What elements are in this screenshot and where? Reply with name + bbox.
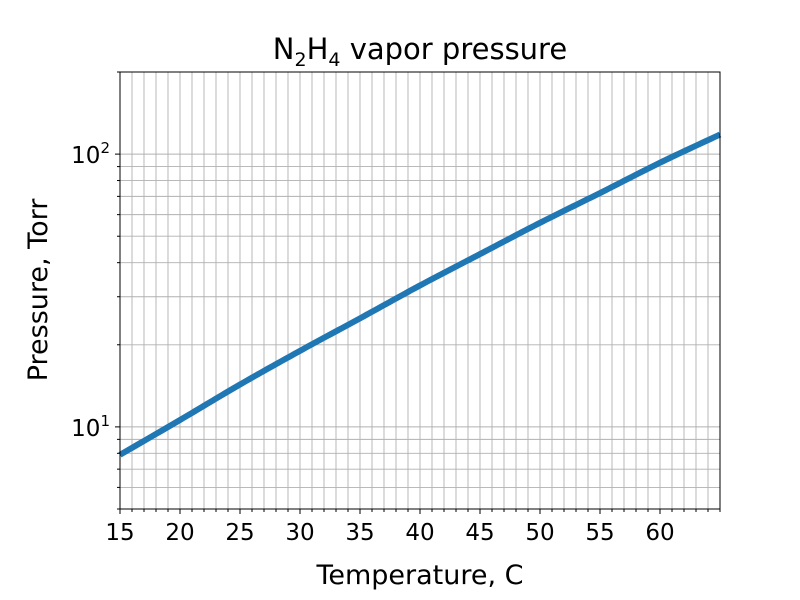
x-tick-label: 45 — [465, 520, 494, 546]
x-tick-label: 25 — [225, 520, 254, 546]
x-tick-label: 15 — [105, 520, 134, 546]
x-tick-label: 40 — [405, 520, 434, 546]
x-tick-label: 20 — [165, 520, 194, 546]
x-tick-label: 50 — [525, 520, 554, 546]
x-tick-label: 55 — [585, 520, 614, 546]
ticks: 15 20 25 30 35 40 45 50 55 60 101 102 — [71, 71, 721, 546]
y-tick-label: 102 — [71, 139, 110, 169]
x-axis-label: Temperature, C — [315, 560, 523, 591]
y-axis-label: Pressure, Torr — [23, 198, 54, 382]
x-tick-label: 35 — [345, 520, 374, 546]
grid — [119, 71, 721, 510]
chart-title: N2H4 vapor pressure — [273, 32, 567, 71]
vapor-pressure-line — [118, 131, 722, 458]
x-tick-label: 60 — [645, 520, 674, 546]
x-tick-label: 30 — [285, 520, 314, 546]
y-tick-label: 101 — [71, 412, 110, 442]
series-layer — [118, 131, 722, 458]
